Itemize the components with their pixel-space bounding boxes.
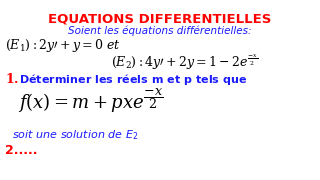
Text: Soient les équations différentielles:: Soient les équations différentielles: [68,25,252,35]
Text: EQUATIONS DIFFERENTIELLES: EQUATIONS DIFFERENTIELLES [48,12,272,25]
Text: $\mathbf{1.}$: $\mathbf{1.}$ [5,72,19,86]
Text: $f(x) = m + pxe^{\dfrac{-x}{2}}$: $f(x) = m + pxe^{\dfrac{-x}{2}}$ [18,87,164,115]
Text: 2.....: 2..... [5,144,37,157]
Text: Déterminer les réels $\mathbf{m}$ et $\mathbf{p}$ tels que: Déterminer les réels $\mathbf{m}$ et $\m… [19,72,247,87]
Text: $(E_2):4y\prime + 2y = 1 - 2e^{\frac{-x}{2}}$: $(E_2):4y\prime + 2y = 1 - 2e^{\frac{-x}… [111,53,259,72]
Text: $(E_1):2y\prime + y = 0\ et$: $(E_1):2y\prime + y = 0\ et$ [5,37,121,54]
Text: soit une solution de $E_2$: soit une solution de $E_2$ [12,128,138,142]
